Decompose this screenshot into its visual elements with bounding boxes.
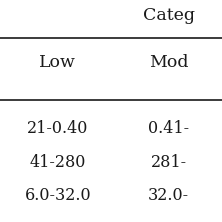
Text: Low: Low — [39, 54, 76, 71]
Text: 32.0-: 32.0- — [148, 187, 189, 204]
Text: 41-280: 41-280 — [30, 154, 86, 170]
Text: 6.0-32.0: 6.0-32.0 — [24, 187, 91, 204]
Text: Categ: Categ — [143, 7, 195, 24]
Text: 0.41-: 0.41- — [148, 120, 189, 137]
Text: Mod: Mod — [149, 54, 188, 71]
Text: 21-0.40: 21-0.40 — [27, 120, 88, 137]
Text: 281-: 281- — [151, 154, 187, 170]
